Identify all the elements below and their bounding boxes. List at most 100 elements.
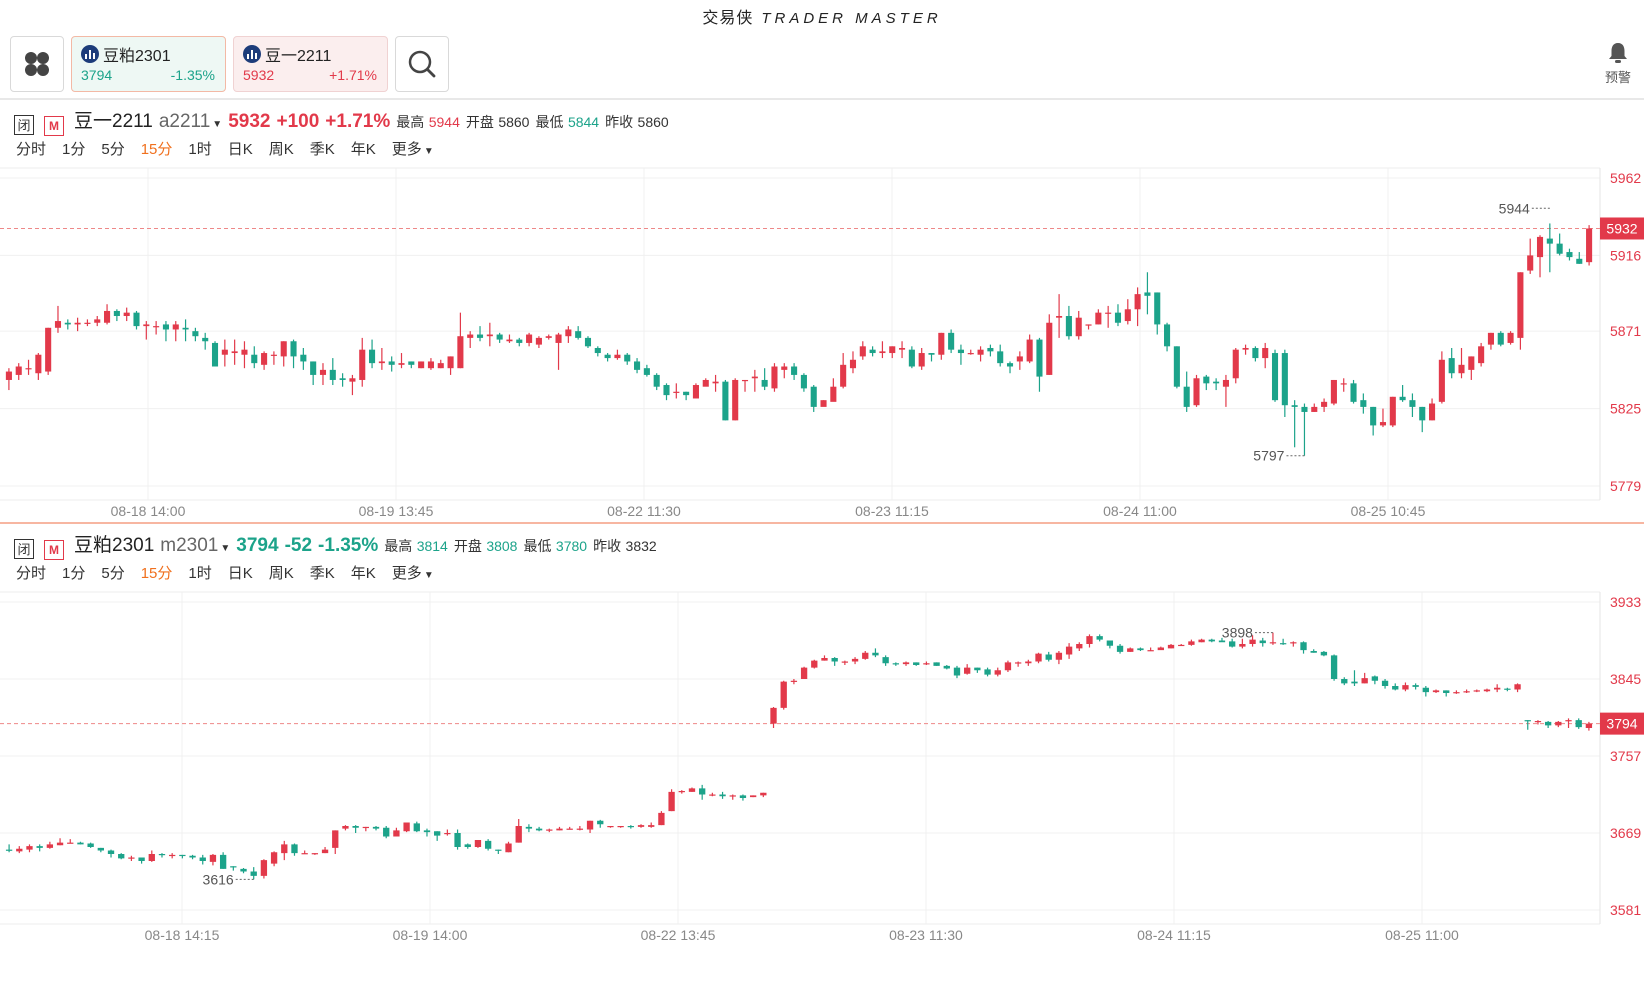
quote-tab-m2301[interactable]: 豆粕2301 3794 -1.35%	[71, 36, 226, 92]
candle-body	[1116, 645, 1124, 652]
candle-body	[1422, 687, 1429, 693]
period-tab[interactable]: 1时	[188, 565, 212, 582]
candle-body	[964, 667, 971, 674]
period-tab[interactable]: 分时	[16, 141, 47, 158]
candle-body	[464, 844, 471, 847]
app-brand: 交易侠 TRADER MASTER	[0, 4, 1644, 28]
candle-body	[1576, 258, 1583, 264]
candle-body	[484, 840, 492, 849]
candle-body	[678, 791, 685, 793]
candle-body	[153, 326, 160, 328]
candle-body	[107, 850, 115, 854]
chart-bar-icon	[243, 45, 261, 63]
candle-body	[1566, 252, 1573, 258]
candle-body	[486, 334, 493, 337]
candle-body	[403, 822, 410, 832]
period-tab[interactable]: 日K	[227, 141, 253, 158]
period-tab[interactable]: 1分	[62, 141, 86, 158]
panel-splitter[interactable]	[0, 522, 1644, 524]
period-tab[interactable]: 1时	[188, 141, 212, 158]
candle-body	[862, 652, 869, 659]
candle-body	[1330, 379, 1337, 404]
candle-body	[1409, 400, 1416, 407]
candle-body	[1065, 646, 1073, 655]
period-tab[interactable]: 周K	[268, 565, 294, 582]
candlestick-chart[interactable]: 3933 3845 3757 3669 3581 08-18 14:15 08-19 14:…	[0, 590, 1644, 987]
contract-selector[interactable]: m2301 ▼	[160, 535, 230, 557]
tab-name: 豆一2211	[265, 48, 332, 65]
candle-body	[791, 366, 798, 375]
candle-body	[1575, 720, 1582, 728]
candle-body	[148, 854, 155, 861]
candle-body	[1014, 662, 1022, 664]
candle-body	[1006, 363, 1014, 367]
candle-body	[1085, 324, 1092, 326]
candle-body	[1402, 685, 1409, 690]
candle-body	[668, 791, 675, 812]
candle-body	[1086, 636, 1093, 644]
candle-body	[434, 831, 441, 836]
candle-body	[474, 840, 482, 847]
candle-body	[1218, 640, 1226, 643]
period-tab[interactable]: 分时	[16, 565, 47, 582]
candle-body	[948, 332, 955, 350]
period-tab[interactable]: 年K	[350, 141, 376, 158]
candle-body	[301, 853, 308, 855]
caret-down-icon: ▼	[220, 543, 231, 554]
period-tab[interactable]: 1分	[62, 565, 86, 582]
candle-body	[1556, 243, 1563, 254]
period-tab[interactable]: 5分	[101, 565, 125, 582]
contract-selector[interactable]: a2211 ▼	[159, 111, 222, 133]
period-tab[interactable]: 年K	[350, 565, 376, 582]
period-tab[interactable]: 季K	[309, 565, 335, 582]
grid-menu-button[interactable]	[10, 36, 64, 92]
candle-body	[575, 331, 582, 338]
candle-body	[712, 381, 719, 384]
candle-body	[653, 374, 660, 387]
period-tab-active[interactable]: 15分	[140, 141, 173, 158]
candle-body	[604, 354, 611, 359]
candle-body	[280, 341, 287, 357]
candle-body	[841, 661, 849, 663]
candle-body	[1321, 401, 1328, 407]
candlestick-chart[interactable]: 5962 5916 5871 5825 5779 08-18 14:00 08-19 13:…	[0, 166, 1644, 522]
candle-body	[1259, 640, 1266, 644]
candle-body	[1035, 653, 1042, 662]
period-tab[interactable]: 5分	[101, 141, 125, 158]
status-badge: 闭	[14, 538, 34, 559]
period-tab[interactable]: 季K	[309, 141, 335, 158]
candle-body	[1188, 641, 1195, 645]
candle-body	[202, 337, 209, 342]
tab-price: 5932	[243, 67, 275, 83]
period-tab-active[interactable]: 15分	[140, 565, 173, 582]
candle-body	[5, 849, 13, 851]
quote-tab-a2211[interactable]: 豆一2211 5932 +1.71%	[233, 36, 388, 92]
candle-body	[1350, 383, 1357, 402]
tab-price: 3794	[81, 67, 113, 83]
more-periods[interactable]: 更多 ▼	[392, 562, 434, 583]
candle-body	[1381, 680, 1389, 686]
candle-body	[281, 844, 288, 854]
price-pct: -1.35%	[318, 535, 379, 556]
period-tab[interactable]: 日K	[227, 565, 253, 582]
candle-body	[1546, 238, 1553, 244]
candle-body	[1114, 312, 1122, 323]
alert-button[interactable]: 预警	[1598, 42, 1638, 86]
candle-body	[974, 667, 981, 671]
candle-body	[1279, 643, 1287, 645]
candle-body	[1438, 359, 1445, 402]
chart-bar-icon	[81, 45, 99, 63]
candle-body	[189, 855, 196, 858]
period-tab[interactable]: 周K	[268, 141, 294, 158]
brand-cn: 交易侠	[702, 10, 754, 27]
more-periods[interactable]: 更多 ▼	[392, 138, 434, 159]
candle-body	[1412, 685, 1419, 687]
candle-body	[1534, 721, 1542, 723]
candle-body	[749, 795, 757, 798]
candle-body	[732, 379, 739, 421]
candle-body	[1371, 676, 1379, 681]
search-button[interactable]	[395, 36, 449, 92]
candle-body	[1360, 400, 1367, 407]
